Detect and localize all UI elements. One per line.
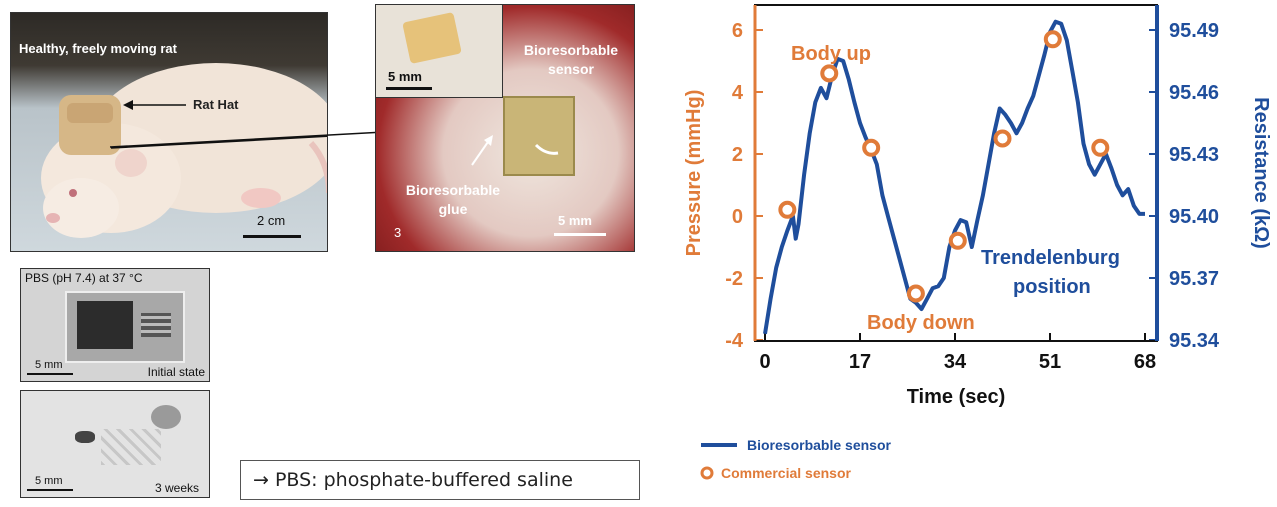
pressure-resistance-chart: 0 17 34 51 68 -4 -2 0 2 4 6 95.34 95.37 95.40 95.43 95.… [675,0,1275,507]
annotation-trendelenburg-line2: position [1013,276,1091,298]
x-tick-label-4: 68 [1134,351,1156,373]
pbs-note: → PBS: phosphate-buffered saline [240,460,640,500]
residue-spots [101,429,161,465]
inset-device [402,12,462,64]
residue-dark [75,431,95,443]
initial-scale-bar [27,373,73,375]
commercial-point-3 [909,287,923,301]
device-contacts [141,313,171,337]
rat-scale-bar [243,235,301,238]
y-axis-title: Pressure (mmHg) [683,90,705,257]
y-tick-label-2: 0 [732,206,743,228]
initial-scale-label: 5 mm [35,359,63,371]
inset-scale-bar [386,87,432,90]
y-tick-label-3: 2 [732,144,743,166]
rat-hat-label: Rat Hat [193,97,239,112]
implant-scale-label: 5 mm [558,213,592,228]
device-electrode [77,301,133,349]
commercial-point-0 [780,203,794,217]
legend-bioresorbable: Bioresorbable sensor [747,437,891,453]
commercial-point-7 [1093,141,1107,155]
y-tick-label-1: -2 [725,268,743,290]
y-tick-label-4: 4 [732,82,744,104]
y-tick-label-0: -4 [725,330,744,352]
rat-scale-label: 2 cm [257,213,285,228]
y2-axis-title: Resistance (kΩ) [1250,97,1272,249]
degradation-header: PBS (pH 7.4) at 37 °C [25,271,143,285]
commercial-point-5 [996,132,1010,146]
y2-tick-label-2: 95.40 [1169,206,1219,228]
y2-tick-label-5: 95.49 [1169,20,1219,42]
final-state-label: 3 weeks [155,481,199,495]
inset-scale-label: 5 mm [388,69,422,84]
final-scale-bar [27,489,73,491]
glue-label: Bioresorbable glue [398,181,508,219]
rat-caption: Healthy, freely moving rat [19,41,177,56]
final-scale-label: 5 mm [35,475,63,487]
y2-tick-label-4: 95.46 [1169,82,1219,104]
sensor-label: Bioresorbable sensor [516,41,626,79]
degradation-initial-photo: PBS (pH 7.4) at 37 °C 5 mm Initial state [20,268,210,382]
annotation-body-up: Body up [791,43,871,65]
annotation-trendelenburg-line1: Trendelenburg [981,247,1120,269]
commercial-point-2 [864,141,878,155]
annotation-body-down: Body down [867,312,975,334]
legend-marker-swatch [702,468,712,478]
commercial-point-6 [1046,32,1060,46]
x-tick-label-3: 51 [1039,351,1061,373]
implant-inset: 5 mm [376,5,503,98]
initial-state-label: Initial state [148,365,205,379]
panel-number: 3 [394,225,401,240]
commercial-point-4 [951,234,965,248]
implant-photo: 5 mm Bioresorbable sensor Bioresorbable … [375,4,635,252]
legend-commercial: Commercial sensor [721,465,851,481]
residue-blob [151,405,181,429]
y2-tick-label-0: 95.34 [1169,330,1220,352]
y2-tick-label-3: 95.43 [1169,144,1219,166]
x-tick-label-1: 17 [849,351,871,373]
x-tick-label-0: 0 [759,351,770,373]
x-axis-title: Time (sec) [907,386,1006,408]
y-tick-label-5: 6 [732,20,743,42]
x-tick-label-2: 34 [944,351,967,373]
implant-scale-bar [554,233,606,236]
y2-tick-label-1: 95.37 [1169,268,1219,290]
rat-photo: Healthy, freely moving rat Rat Hat 2 cm [10,12,328,252]
commercial-point-1 [822,66,836,80]
degradation-final-photo: 5 mm 3 weeks [20,390,210,498]
